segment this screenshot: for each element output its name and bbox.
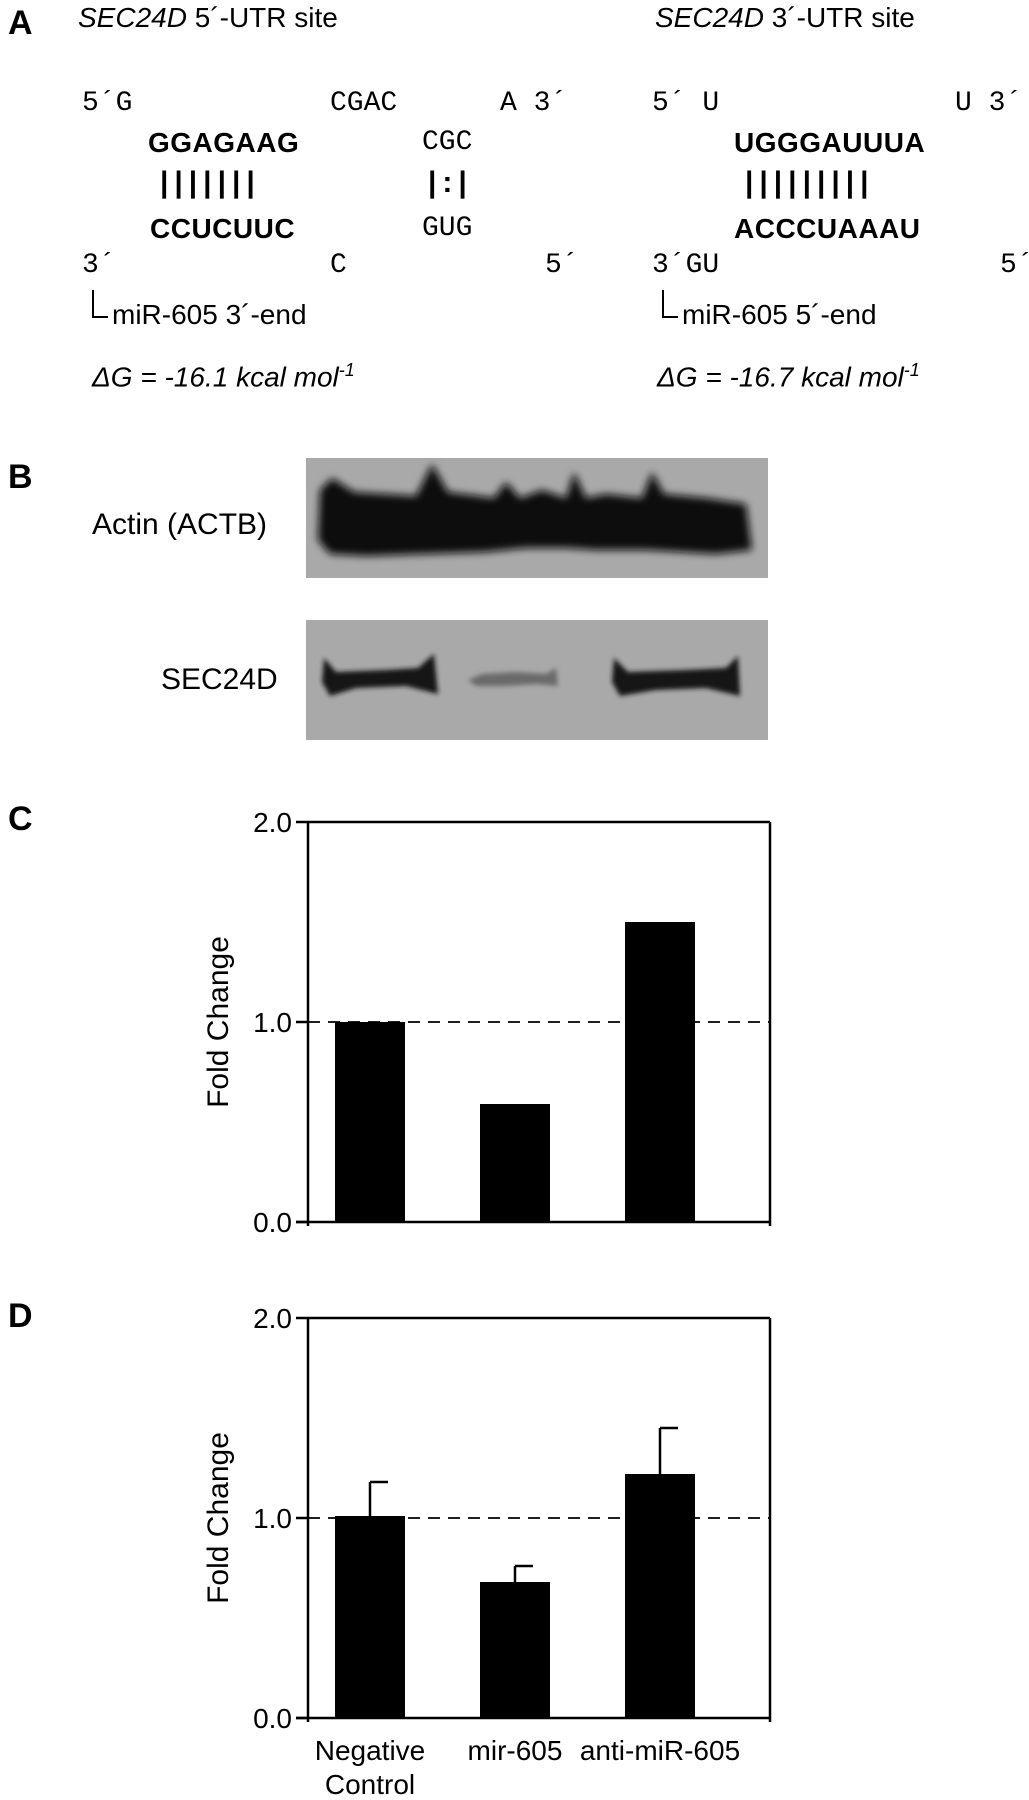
x-category-label: mir-605 [468,1735,563,1766]
western-blot-image [306,458,768,740]
y-tick-label: 1.0 [253,1007,292,1038]
site3-delta-g: ΔG = -16.7 kcal mol-1 [657,360,920,393]
site3-delta-g-exponent: -1 [903,360,920,380]
x-category-label: Negative Control [315,1735,426,1800]
site3-gene: SEC24D [655,2,764,33]
site3-seq-top-bold: UGGGAUUUA [734,127,926,158]
site5-pairs-wobble: |:| [428,166,473,199]
site3-end-bracket [662,290,678,318]
site5-delta-g-value: ΔG = -16.1 kcal mol [92,361,339,393]
bar [625,1474,695,1718]
bar [625,922,695,1222]
site5-pairs: ||||||| [160,166,261,199]
site3-delta-g-value: ΔG = -16.7 kcal mol [657,361,904,393]
actin-blot-label: Actin (ACTB) [92,508,268,541]
bar [480,1582,550,1718]
x-category-label-line: Control [325,1769,415,1800]
site5-end-bracket [92,290,108,318]
site5-seq-bottom-bold: CCUCUUC [150,213,296,244]
site5-bottom-mid: C [330,250,347,281]
panel-letter-a: A [8,4,33,42]
site3-top-right: U 3´ [955,88,1023,119]
site3-title-rest: 3´-UTR site [763,2,915,33]
site5-seq-top-bold: GGAGAAG [148,127,300,158]
actin-bands [318,464,752,556]
y-axis-label: Fold Change [202,1432,235,1604]
site5-seq-top-plain: CGC [422,127,473,158]
sec24d-bands [322,654,740,696]
site5-end-label: miR-605 3´-end [112,299,307,330]
panel-letter-b: B [8,458,33,496]
site5-top-right: A 3´ [500,88,568,119]
site3-seq-bottom-bold: ACCCUAAAU [734,213,921,244]
y-axis-label: Fold Change [202,936,235,1108]
site3-end-label: miR-605 5´-end [682,299,877,330]
site5-top-left: 5´G [82,88,133,119]
site5-delta-g: ΔG = -16.1 kcal mol-1 [92,360,355,393]
y-tick-label: 0.0 [253,1703,292,1734]
site5-bottom-left: 3´ [82,250,116,281]
y-tick-label: 2.0 [253,1303,292,1334]
site5-delta-g-exponent: -1 [338,360,355,380]
bar [480,1104,550,1222]
y-tick-label: 0.0 [253,1207,292,1238]
site5-gene: SEC24D [78,2,187,33]
site3-bottom-right: 5´ [1000,250,1029,281]
x-category-label-line: mir-605 [468,1735,563,1766]
x-category-label: anti-miR-605 [580,1735,740,1766]
x-category-label-line: Negative [315,1735,426,1766]
sec24d-blot-label: SEC24D [161,663,278,696]
bar [335,1022,405,1222]
site5-bottom-right: 5´ [545,250,579,281]
y-tick-label: 2.0 [253,807,292,838]
y-tick-label: 1.0 [253,1503,292,1534]
site5-title: SEC24D 5´-UTR site [78,2,338,34]
site5-title-rest: 5´-UTR site [186,2,338,33]
chart-panel-c: 0.0 1.0 2.0 Fold Change [202,807,772,1238]
site3-title: SEC24D 3´-UTR site [655,2,915,34]
panel-letter-d: D [8,1297,33,1335]
panel-letter-c: C [8,800,33,838]
site5-top-mid: CGAC [330,88,398,119]
site3-bottom-left: 3´GU [652,250,720,281]
site5-seq-bottom-plain: GUG [422,213,473,244]
site3-pairs: ||||||||| [745,166,875,199]
bar [335,1516,405,1718]
x-category-label-line: anti-miR-605 [580,1735,740,1766]
chart-panel-d: 0.0 1.0 2.0 Fold Change Negative Control mir-6… [202,1303,772,1800]
site3-top-left: 5´ U [652,88,720,119]
